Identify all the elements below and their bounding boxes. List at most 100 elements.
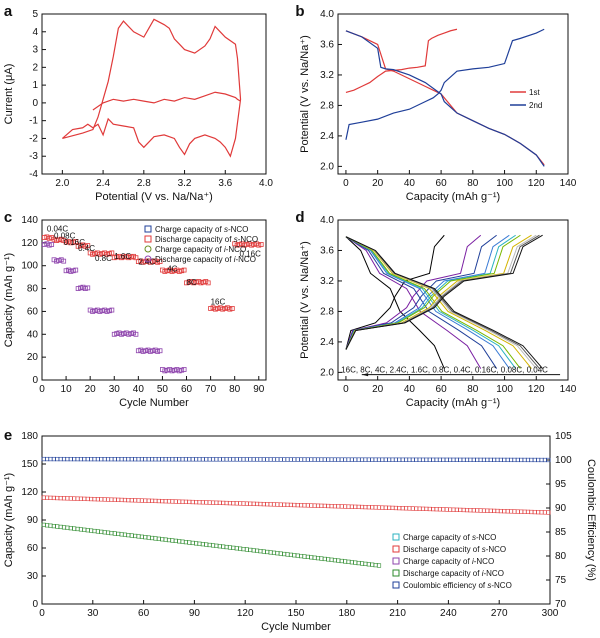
data-point — [58, 524, 63, 530]
data-point — [258, 501, 263, 507]
data-point — [109, 250, 115, 256]
data-point — [128, 331, 134, 337]
data-point — [217, 457, 222, 462]
data-point — [152, 347, 158, 353]
panel-a: 2.0 2.4 2.8 3.2 3.6 4.0 -4 -3 -2 -1 0 1 2 3 4 5 Potentia… — [3, 3, 273, 203]
legend-name: s — [487, 581, 491, 590]
data-point — [156, 498, 161, 504]
data-point — [186, 279, 192, 285]
data-point — [390, 505, 395, 511]
data-point — [102, 307, 108, 313]
y-tick-label: -1 — [29, 116, 38, 127]
data-point — [146, 498, 151, 503]
data-point — [133, 498, 138, 503]
data-point — [390, 457, 395, 462]
data-point — [522, 457, 527, 463]
data-point — [288, 457, 294, 462]
x-tick-label: 100 — [496, 384, 513, 395]
x-tick-label: 40 — [404, 384, 416, 395]
data-point — [253, 241, 259, 247]
data-point — [42, 235, 47, 241]
data-point — [112, 457, 117, 462]
data-point — [105, 457, 111, 462]
data-point — [475, 508, 480, 513]
data-point — [275, 551, 280, 556]
data-point — [288, 552, 294, 557]
data-point — [539, 510, 544, 515]
data-point — [239, 241, 245, 247]
cv-curve — [61, 18, 242, 158]
data-point — [116, 253, 122, 259]
data-point — [126, 331, 132, 337]
data-point — [231, 545, 236, 550]
data-point — [275, 457, 280, 462]
data-point — [170, 538, 175, 543]
data-point — [427, 506, 432, 512]
data-point — [55, 524, 60, 529]
data-point — [387, 505, 392, 510]
rate-label: 1.6C — [114, 252, 131, 261]
data-point — [207, 457, 212, 462]
data-point — [224, 457, 229, 462]
data-point — [295, 553, 300, 558]
legend-label: Discharge capacity of s-NCO — [403, 545, 506, 554]
data-point — [51, 524, 56, 529]
data-point — [204, 500, 209, 505]
data-point — [58, 456, 63, 462]
plot-frame — [41, 13, 267, 175]
data-point — [68, 456, 73, 462]
data-point — [174, 367, 180, 372]
data-point — [464, 457, 470, 462]
data-point — [143, 498, 148, 503]
data-point — [249, 242, 254, 248]
data-point — [288, 502, 294, 508]
data-point — [95, 497, 100, 502]
data-point — [332, 504, 338, 509]
data-point — [363, 505, 368, 510]
data-point — [326, 503, 331, 509]
data-point — [180, 457, 185, 462]
data-point — [75, 243, 81, 249]
data-point — [128, 254, 134, 260]
data-point — [119, 255, 124, 261]
data-point — [302, 503, 307, 508]
data-point — [44, 523, 50, 528]
data-point — [485, 508, 490, 513]
x-tick-label: 40 — [133, 384, 145, 395]
data-point — [111, 255, 117, 261]
data-point — [238, 501, 243, 506]
data-point — [451, 457, 456, 462]
plot-frame — [337, 219, 569, 381]
data-point — [502, 457, 507, 463]
data-point — [434, 507, 439, 512]
data-point — [359, 561, 365, 566]
data-point — [102, 457, 107, 462]
data-point — [119, 497, 124, 503]
data-point — [254, 548, 260, 553]
data-point — [44, 456, 50, 462]
data-point — [150, 259, 156, 265]
data-point — [393, 505, 399, 511]
data-point — [44, 241, 50, 247]
legend-name: s — [234, 235, 238, 244]
data-point — [205, 280, 211, 286]
data-point — [152, 258, 158, 264]
data-point — [99, 529, 104, 534]
data-point — [85, 528, 90, 533]
data-point — [170, 499, 175, 504]
data-point — [478, 457, 483, 462]
y-axis-title: Capacity (mAh g⁻¹) — [3, 253, 15, 347]
x-tick-label: 2.4 — [96, 178, 110, 189]
legend-prefix: Charge capacity of — [155, 225, 224, 234]
data-point — [246, 241, 252, 247]
x-axis-title: Potential (V vs. Na/Na⁺) — [95, 191, 213, 203]
data-point — [116, 531, 121, 537]
data-point — [353, 504, 358, 509]
data-point — [92, 457, 97, 462]
data-point — [417, 506, 422, 511]
data-point — [143, 348, 148, 354]
data-point — [184, 280, 189, 286]
data-point — [187, 457, 192, 462]
data-point — [265, 549, 270, 555]
data-point — [231, 501, 236, 506]
